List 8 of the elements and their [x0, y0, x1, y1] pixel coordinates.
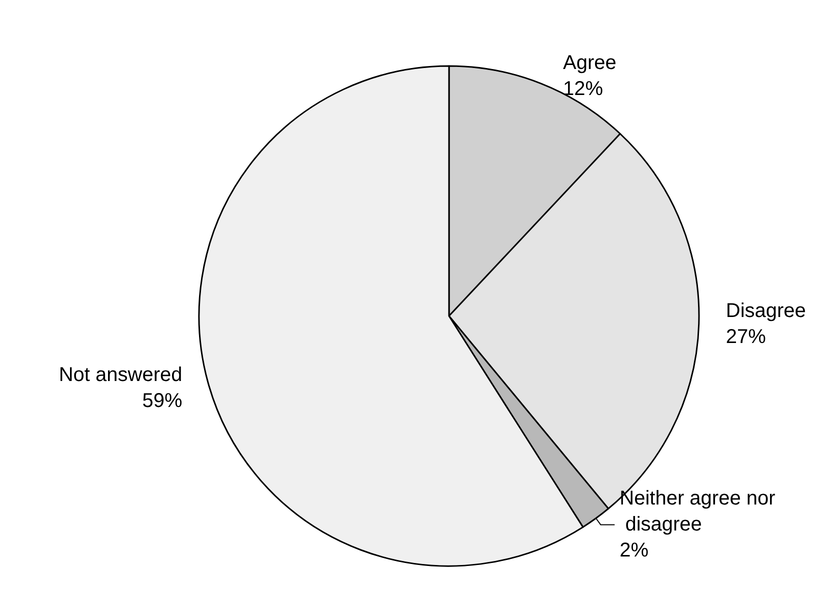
slice-label: Disagree [726, 300, 806, 322]
slice-label: Agree [562, 52, 616, 74]
data-label: 59% [142, 390, 182, 412]
data-label: 2% [620, 540, 649, 562]
slice-label: Not answered [58, 364, 182, 386]
data-label: 27% [726, 326, 766, 348]
data-label: 12% [562, 78, 604, 100]
slice-label: Neither agree nor disagree [620, 488, 776, 536]
